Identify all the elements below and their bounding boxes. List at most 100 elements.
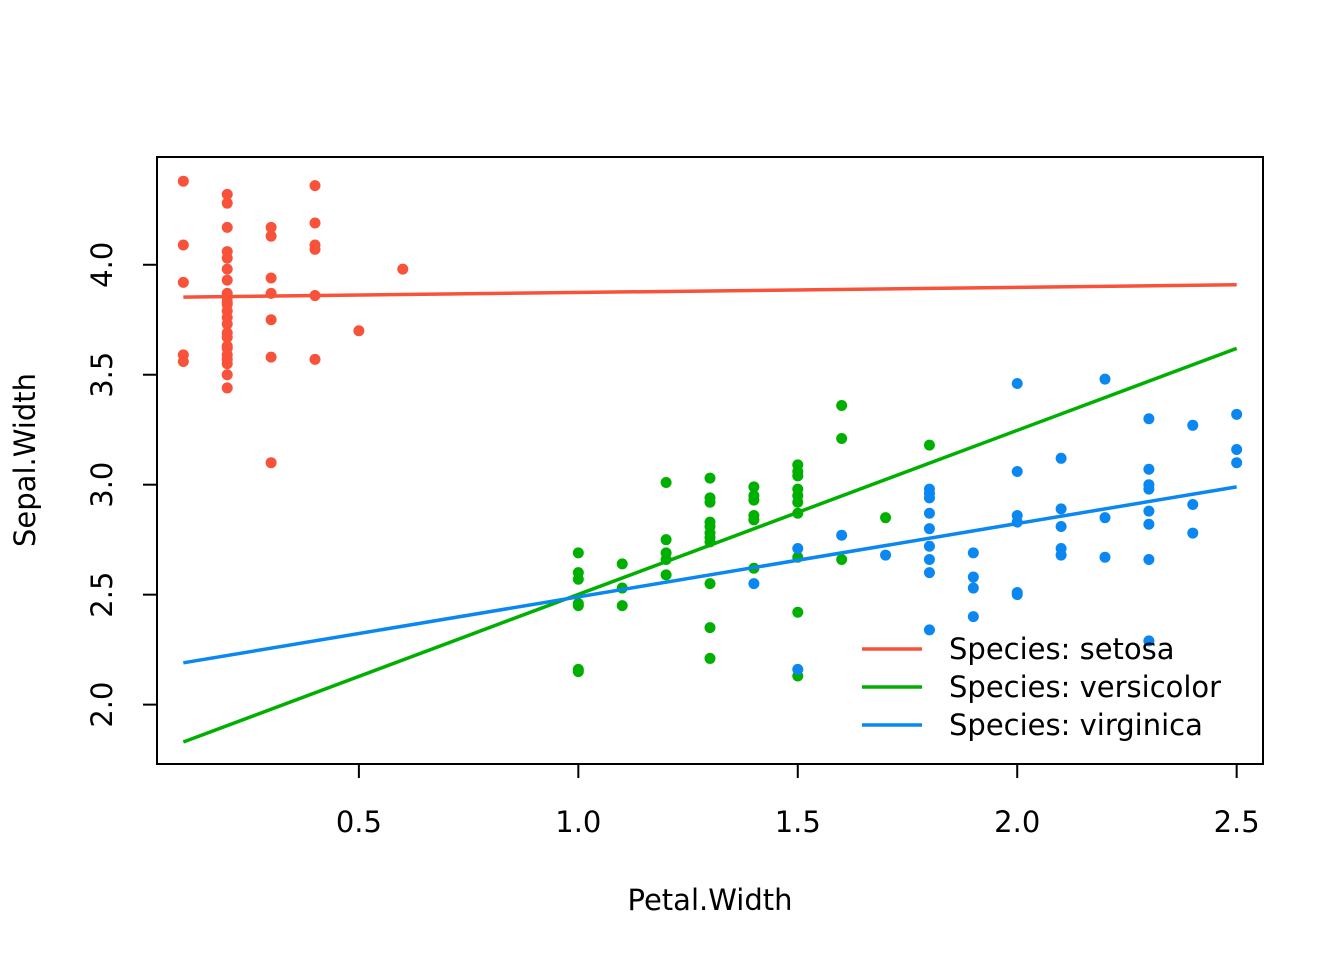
data-point-versicolor	[704, 496, 716, 508]
data-point-virginica	[792, 663, 804, 675]
data-point-setosa	[221, 382, 233, 394]
data-point-setosa	[177, 175, 189, 187]
legend: Species: setosa Species: versicolor Specie…	[862, 632, 1221, 742]
data-point-versicolor	[836, 400, 848, 412]
data-point-virginica	[1099, 373, 1111, 385]
x-axis: 0.5 1.0 1.5 2.0 2.5	[336, 763, 1260, 839]
data-point-setosa	[221, 263, 233, 275]
legend-label-setosa: Species: setosa	[949, 632, 1175, 666]
data-point-setosa	[177, 356, 189, 368]
data-point-versicolor	[792, 470, 804, 482]
data-point-setosa	[221, 221, 233, 233]
x-tick-label: 2.5	[1214, 805, 1260, 839]
data-point-virginica	[923, 492, 935, 504]
data-point-virginica	[923, 553, 935, 565]
data-point-setosa	[265, 230, 277, 242]
data-point-setosa	[353, 325, 365, 337]
data-point-setosa	[177, 239, 189, 251]
data-point-versicolor	[792, 606, 804, 618]
data-point-versicolor	[704, 652, 716, 664]
y-tick-label: 4.0	[85, 242, 119, 288]
data-point-versicolor	[880, 512, 892, 524]
data-point-setosa	[265, 272, 277, 284]
data-point-virginica	[1143, 483, 1155, 495]
data-point-virginica	[923, 567, 935, 579]
data-point-setosa	[221, 369, 233, 381]
data-point-virginica	[967, 547, 979, 559]
data-point-virginica	[1143, 413, 1155, 425]
fit-lines-layer	[182, 283, 1238, 744]
data-point-virginica	[1187, 419, 1199, 431]
data-point-versicolor	[748, 494, 760, 506]
data-point-versicolor	[616, 600, 628, 612]
legend-label-virginica: Species: virginica	[949, 708, 1203, 742]
data-point-virginica	[1055, 452, 1067, 464]
fit-line-setosa	[183, 283, 1237, 299]
data-point-setosa	[309, 180, 321, 192]
data-point-versicolor	[704, 472, 716, 484]
data-point-versicolor	[923, 439, 935, 451]
y-axis: 2.0 2.5 3.0 3.5 4.0	[85, 242, 158, 728]
data-point-setosa	[221, 274, 233, 286]
data-point-virginica	[880, 549, 892, 561]
data-point-virginica	[967, 571, 979, 583]
data-point-setosa	[309, 353, 321, 365]
data-point-virginica	[1231, 408, 1243, 420]
data-point-virginica	[1143, 553, 1155, 565]
data-point-setosa	[221, 188, 233, 200]
data-point-versicolor	[792, 496, 804, 508]
legend-label-versicolor: Species: versicolor	[949, 670, 1221, 704]
data-point-virginica	[1143, 463, 1155, 475]
data-point-virginica	[1231, 457, 1243, 469]
data-point-setosa	[221, 252, 233, 264]
data-point-virginica	[1143, 635, 1155, 647]
data-point-virginica	[967, 582, 979, 594]
data-point-virginica	[1055, 520, 1067, 532]
data-point-setosa	[397, 263, 409, 275]
data-point-virginica	[923, 540, 935, 552]
fit-line-virginica	[183, 485, 1237, 665]
data-point-setosa	[309, 243, 321, 255]
y-tick-label: 2.5	[85, 572, 119, 618]
data-point-versicolor	[572, 573, 584, 585]
data-point-versicolor	[748, 481, 760, 493]
data-point-versicolor	[836, 553, 848, 565]
data-point-virginica	[1143, 505, 1155, 517]
y-tick-label: 2.0	[85, 682, 119, 728]
data-point-versicolor	[748, 514, 760, 526]
data-point-setosa	[221, 197, 233, 209]
data-point-versicolor	[704, 622, 716, 634]
data-point-virginica	[923, 523, 935, 535]
data-point-virginica	[1099, 512, 1111, 524]
data-point-virginica	[1231, 444, 1243, 456]
data-point-virginica	[1099, 551, 1111, 563]
data-point-setosa	[221, 358, 233, 370]
y-tick-label: 3.5	[85, 352, 119, 398]
x-axis-title: Petal.Width	[628, 883, 793, 917]
data-point-versicolor	[660, 569, 672, 581]
y-axis-title: Sepal.Width	[8, 373, 42, 547]
data-point-virginica	[1143, 518, 1155, 530]
data-point-virginica	[1187, 527, 1199, 539]
data-point-virginica	[923, 624, 935, 636]
x-tick-label: 1.5	[775, 805, 821, 839]
data-point-setosa	[265, 221, 277, 233]
data-point-virginica	[967, 611, 979, 623]
data-point-setosa	[265, 351, 277, 363]
data-point-setosa	[309, 217, 321, 229]
data-point-virginica	[1011, 378, 1023, 390]
data-point-versicolor	[616, 558, 628, 570]
data-point-versicolor	[660, 476, 672, 488]
data-point-setosa	[265, 314, 277, 326]
x-tick-label: 1.0	[555, 805, 601, 839]
points-layer	[177, 175, 1243, 682]
data-point-setosa	[221, 331, 233, 343]
data-point-versicolor	[572, 663, 584, 675]
data-point-versicolor	[836, 433, 848, 445]
data-point-virginica	[1055, 503, 1067, 515]
y-tick-label: 3.0	[85, 462, 119, 508]
data-point-versicolor	[572, 547, 584, 559]
data-point-virginica	[836, 529, 848, 541]
data-point-virginica	[1011, 465, 1023, 477]
